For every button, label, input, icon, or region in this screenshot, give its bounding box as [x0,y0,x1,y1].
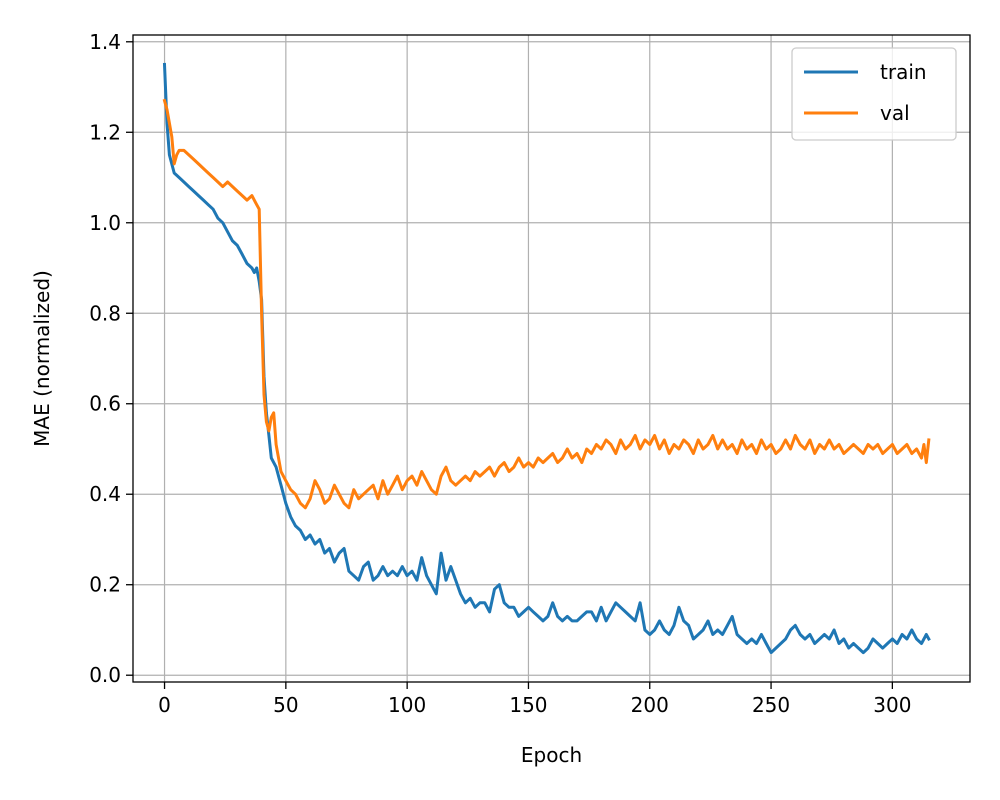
x-tick-label: 150 [509,693,547,717]
x-axis-ticks: 0 50 100 150 200 250 300 [158,682,911,717]
x-tick-label: 0 [158,693,171,717]
series-line-val [162,98,931,510]
legend-train-label: train [880,60,927,84]
y-axis-label: MAE (normalized) [30,270,54,447]
legend: train val [791,47,957,141]
y-tick-label: 1.0 [89,211,121,235]
y-tick-label: 0.8 [89,301,121,325]
y-tick-label: 1.2 [89,120,121,144]
series-lines [162,62,931,655]
y-axis-ticks: 0.0 0.2 0.4 0.6 0.8 1.0 1.2 1.4 [89,30,133,687]
y-tick-label: 0.2 [89,573,121,597]
x-tick-label: 50 [273,693,298,717]
legend-val-label: val [880,101,910,125]
x-axis-label: Epoch [521,743,582,767]
x-tick-label: 250 [752,693,790,717]
y-tick-label: 0.6 [89,392,121,416]
y-tick-label: 0.0 [89,663,121,687]
x-tick-label: 300 [873,693,911,717]
y-tick-label: 1.4 [89,30,121,54]
x-tick-label: 100 [388,693,426,717]
x-tick-label: 200 [631,693,669,717]
y-tick-label: 0.4 [89,482,121,506]
legend-box [791,47,957,141]
series-line-train [162,62,931,655]
plot-frame [132,34,971,683]
